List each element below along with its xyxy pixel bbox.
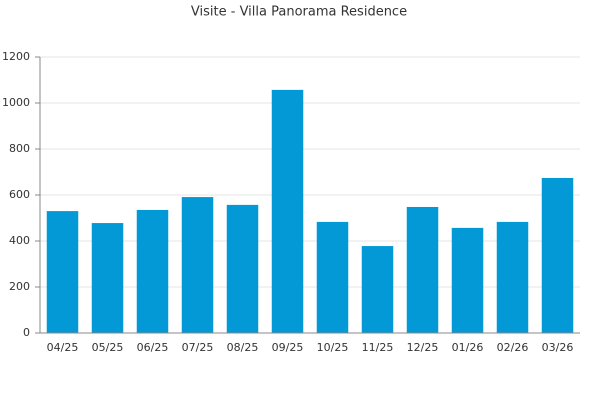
bar bbox=[136, 209, 169, 333]
x-tick-label: 09/25 bbox=[272, 341, 304, 354]
x-tick-label: 04/25 bbox=[47, 341, 79, 354]
y-tick-label: 200 bbox=[9, 280, 30, 293]
x-tick-label: 02/26 bbox=[497, 341, 529, 354]
x-tick-label: 01/26 bbox=[452, 341, 484, 354]
x-tick-label: 05/25 bbox=[92, 341, 124, 354]
bar bbox=[451, 227, 484, 333]
x-tick-label: 06/25 bbox=[137, 341, 169, 354]
bar bbox=[271, 89, 304, 333]
x-tick-label: 11/25 bbox=[362, 341, 394, 354]
y-tick-label: 1000 bbox=[2, 96, 30, 109]
y-tick-label: 600 bbox=[9, 188, 30, 201]
bar bbox=[406, 206, 439, 333]
bar bbox=[181, 197, 214, 333]
y-tick-label: 800 bbox=[9, 142, 30, 155]
y-tick-label: 1200 bbox=[2, 50, 30, 63]
x-tick-label: 12/25 bbox=[407, 341, 439, 354]
bar bbox=[496, 221, 529, 333]
chart-title: Visite - Villa Panorama Residence bbox=[191, 5, 407, 20]
x-tick-label: 08/25 bbox=[227, 341, 259, 354]
y-tick-label: 0 bbox=[23, 326, 30, 339]
bar bbox=[91, 223, 124, 333]
y-tick-label: 400 bbox=[9, 234, 30, 247]
x-tick-label: 03/26 bbox=[542, 341, 574, 354]
bar bbox=[316, 221, 349, 333]
bar bbox=[46, 211, 79, 333]
x-tick-label: 07/25 bbox=[182, 341, 214, 354]
bar bbox=[541, 177, 574, 333]
x-tick-label: 10/25 bbox=[317, 341, 349, 354]
bar bbox=[226, 204, 259, 333]
bar bbox=[361, 246, 394, 333]
